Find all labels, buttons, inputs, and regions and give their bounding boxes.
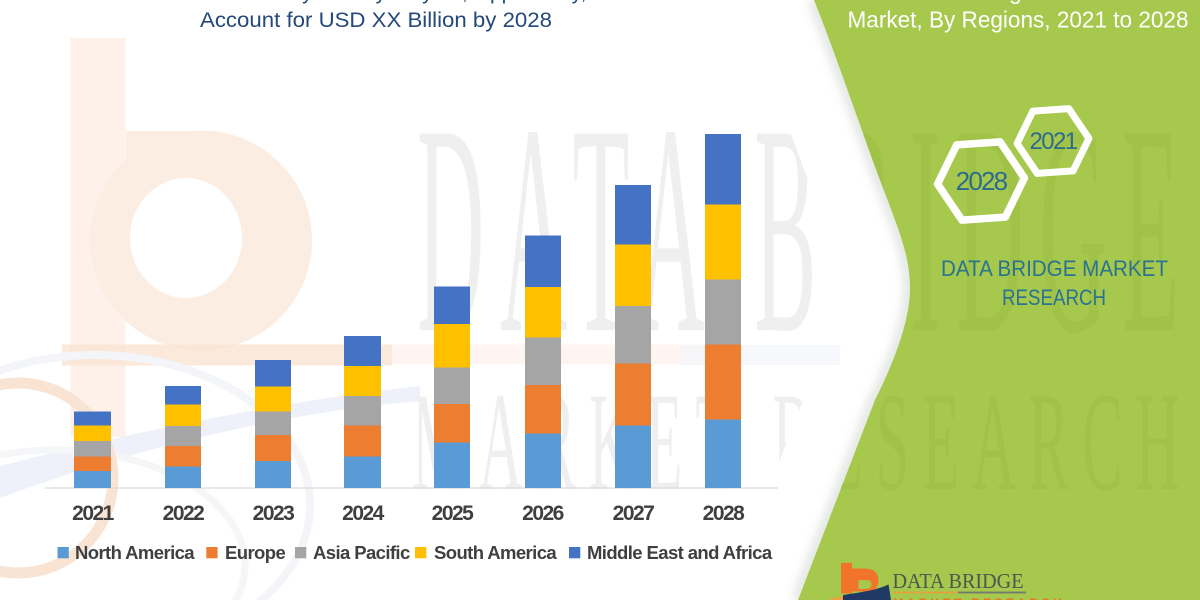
svg-text:2027: 2027 [613, 502, 655, 525]
svg-text:2021: 2021 [1030, 128, 1078, 155]
svg-text:Asia Pacific: Asia Pacific [313, 542, 410, 563]
svg-text:2026: 2026 [522, 502, 564, 525]
svg-text:Market, By Regions, 2021 to 20: Market, By Regions, 2021 to 2028 [848, 7, 1189, 33]
svg-text:Global Market Analysis: Key Pl: Global Market Analysis: Key Players, Opp… [125, 0, 628, 4]
svg-text:2024: 2024 [342, 502, 385, 525]
svg-text:MARKET RESEARCH: MARKET RESEARCH [893, 597, 1065, 600]
svg-text:DATA BRIDGE: DATA BRIDGE [893, 569, 1024, 593]
svg-text:Global Surgical Snares: Global Surgical Snares [900, 0, 1135, 4]
svg-text:DATA BRIDGE MARKET: DATA BRIDGE MARKET [941, 256, 1168, 281]
svg-text:North America: North America [75, 542, 195, 563]
svg-text:Europe: Europe [225, 542, 285, 563]
svg-text:RESEARCH: RESEARCH [1002, 285, 1106, 310]
svg-text:South America: South America [434, 542, 557, 563]
svg-text:2021: 2021 [72, 502, 115, 525]
svg-text:2025: 2025 [432, 502, 475, 525]
svg-text:2028: 2028 [703, 502, 746, 525]
svg-text:2022: 2022 [163, 502, 205, 525]
svg-text:2028: 2028 [956, 166, 1008, 196]
svg-text:Middle East and Africa: Middle East and Africa [587, 542, 773, 563]
svg-text:Account for USD XX Billion by: Account for USD XX Billion by 2028 [200, 9, 552, 32]
svg-text:2023: 2023 [253, 502, 295, 525]
